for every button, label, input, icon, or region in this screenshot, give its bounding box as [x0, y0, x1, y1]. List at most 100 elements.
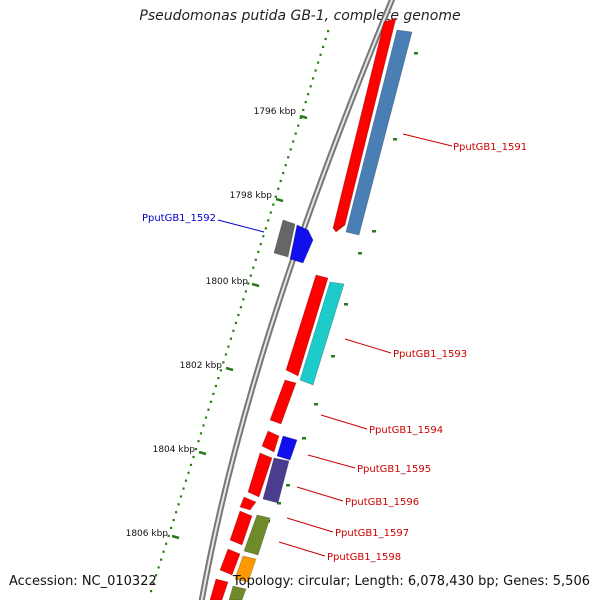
ruler-dot: [207, 408, 210, 411]
ruler-dot: [259, 243, 262, 246]
ruler-dot: [177, 503, 180, 506]
ruler-dot: [242, 298, 245, 301]
ruler-dot: [274, 195, 277, 198]
ruler-dot: [229, 337, 232, 340]
ruler-dot: [322, 45, 325, 48]
ruler-dot: [414, 52, 418, 55]
ruler-dot: [224, 353, 227, 356]
genome-backbone: [198, 0, 396, 600]
ruler-dot: [222, 361, 225, 364]
cds-1593[interactable]: [285, 274, 329, 377]
ruler-dot: [302, 108, 305, 112]
ruler-dot: [160, 558, 163, 561]
ruler-dot: [184, 479, 188, 482]
ruler-dot: [393, 138, 397, 141]
gene-label-1593[interactable]: PputGB1_1593: [393, 349, 467, 360]
ruler-dot: [182, 487, 185, 490]
ruler-tick-1796: 1796 kbp: [254, 107, 308, 120]
ruler-dot: [165, 542, 168, 545]
gene-label-1597[interactable]: PputGB1_1597: [335, 528, 409, 539]
ruler-dot: [249, 274, 252, 277]
leader-1591: [402, 133, 453, 147]
tick-label-1800: 1800 kbp: [206, 277, 249, 287]
gene-label-1595[interactable]: PputGB1_1595: [357, 464, 431, 475]
cog-1592[interactable]: [273, 219, 296, 258]
cog-1598b[interactable]: [228, 585, 247, 600]
ruler-dot: [279, 179, 282, 183]
cog-1593[interactable]: [299, 281, 345, 386]
ruler-dot: [284, 164, 287, 167]
cog-1595[interactable]: [276, 435, 298, 461]
accession-label: Accession: NC_010322: [9, 574, 157, 589]
ruler-dot: [187, 471, 190, 474]
ruler-dot: [277, 502, 281, 505]
ruler-dot: [287, 156, 290, 159]
ruler-dot: [286, 484, 290, 487]
cog-1597[interactable]: [243, 514, 271, 556]
cds-1592[interactable]: [289, 224, 314, 264]
ruler-dot: [212, 392, 215, 395]
ruler-dot: [372, 230, 376, 233]
cds-1597[interactable]: [239, 496, 257, 511]
ruler-tick-1800: 1800 kbp: [206, 277, 260, 288]
ruler-dot: [277, 187, 280, 190]
ruler-dot: [272, 203, 275, 206]
ruler-dot: [302, 437, 306, 440]
cds-1597b[interactable]: [229, 510, 253, 546]
tick-label-1796: 1796 kbp: [254, 107, 297, 117]
ruler-dot: [157, 566, 160, 569]
ruler-tick-1804: 1804 kbp: [153, 445, 207, 456]
ruler-dot: [252, 266, 255, 269]
ruler-dot: [267, 219, 270, 222]
ruler-dot: [299, 116, 302, 119]
ruler-dot: [254, 258, 257, 261]
ruler-dot: [331, 355, 335, 358]
ruler-dot: [152, 582, 155, 585]
ruler-dot: [294, 132, 297, 135]
gene-label-1596[interactable]: PputGB1_1596: [345, 497, 419, 508]
topology-label: Topology: circular; Length: 6,078,430 bp…: [232, 574, 590, 589]
ruler-dot: [167, 534, 170, 537]
cds-1591-arrowhead[interactable]: [332, 224, 346, 233]
tick-label-1802: 1802 kbp: [180, 361, 223, 371]
tick-label-1806: 1806 kbp: [126, 529, 169, 539]
ruler-dot: [194, 448, 198, 451]
gene-label-1592[interactable]: PputGB1_1592: [142, 213, 216, 224]
leader-1597: [286, 517, 334, 533]
cds-1598b[interactable]: [209, 578, 229, 600]
ruler-dot: [262, 235, 265, 238]
ruler-dot: [309, 85, 312, 88]
ruler-dot: [282, 172, 285, 175]
cog-1591[interactable]: [345, 29, 413, 236]
ruler-dot: [209, 400, 213, 403]
cds-1595[interactable]: [261, 430, 280, 453]
genome-backbone-highlight: [200, 0, 393, 600]
ruler-dot: [247, 282, 250, 285]
ruler-dot: [358, 252, 362, 255]
ruler-dot: [239, 306, 242, 309]
ruler-dot: [314, 403, 318, 406]
cds-1598[interactable]: [219, 548, 241, 576]
tick-label-1798: 1798 kbp: [230, 191, 273, 201]
ruler-dot: [150, 590, 153, 593]
cds-1594[interactable]: [269, 379, 297, 425]
ruler-dot: [175, 511, 178, 514]
cog-1598[interactable]: [234, 555, 257, 583]
cog-1596[interactable]: [262, 457, 290, 504]
cds-1596[interactable]: [247, 452, 273, 498]
gene-label-1598[interactable]: PputGB1_1598: [327, 552, 401, 563]
ruler-dot: [319, 53, 322, 56]
ruler-dot: [237, 313, 240, 317]
gene-features: [209, 17, 413, 600]
ruler-dot: [244, 290, 247, 293]
gene-label-1594[interactable]: PputGB1_1594: [369, 425, 443, 436]
ruler-dot: [232, 329, 235, 332]
ruler-dot: [172, 519, 175, 522]
ruler-dot: [317, 61, 320, 64]
ruler-dot: [197, 440, 200, 443]
leader-1593: [344, 338, 392, 354]
ruler-dot: [344, 303, 348, 306]
ruler-dot: [227, 345, 230, 348]
gene-label-1591[interactable]: PputGB1_1591: [453, 142, 527, 153]
